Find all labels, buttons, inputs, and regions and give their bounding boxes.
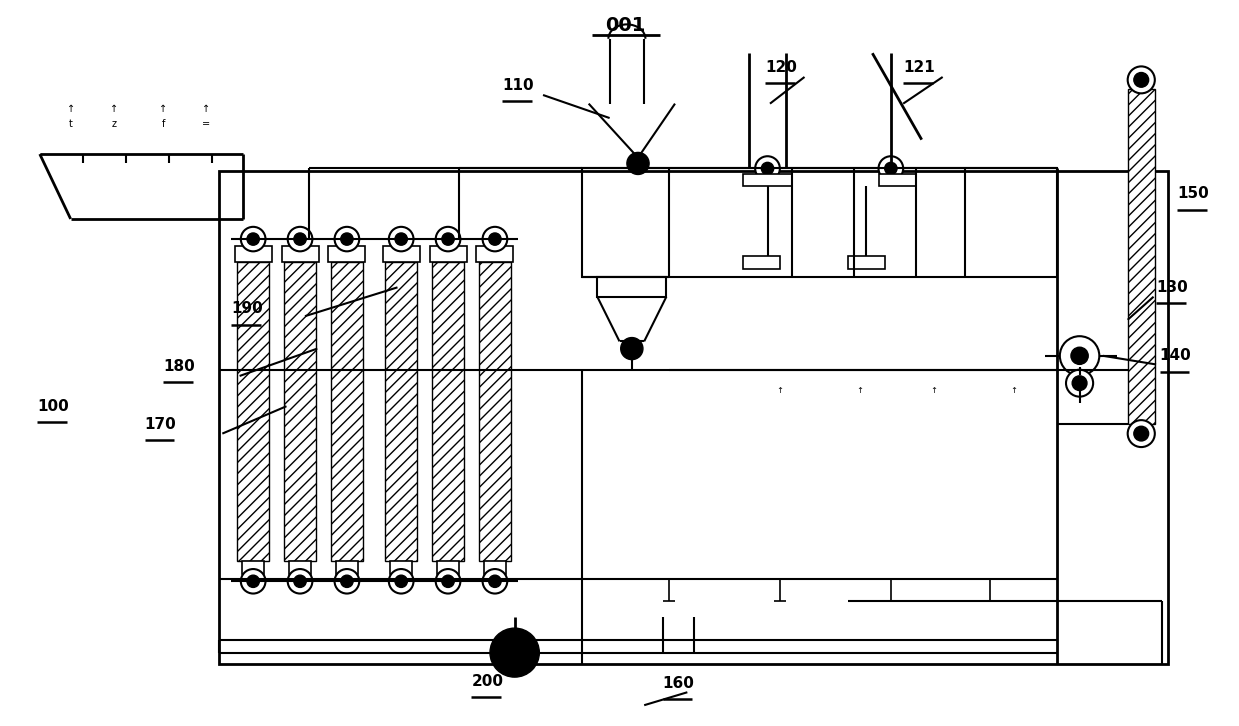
Bar — [242, 561, 264, 574]
Ellipse shape — [1127, 420, 1155, 447]
Ellipse shape — [1066, 370, 1093, 396]
Text: 100: 100 — [37, 399, 69, 414]
Ellipse shape — [247, 233, 259, 245]
Ellipse shape — [1070, 347, 1088, 364]
Bar — [281, 246, 318, 262]
Ellipse shape — [294, 575, 306, 587]
Bar — [289, 561, 311, 574]
Text: 110: 110 — [502, 78, 534, 93]
Bar — [237, 262, 269, 561]
Ellipse shape — [489, 628, 539, 677]
Ellipse shape — [1127, 66, 1155, 94]
Ellipse shape — [240, 569, 265, 594]
Bar — [847, 256, 885, 269]
Ellipse shape — [341, 575, 353, 587]
Ellipse shape — [341, 233, 353, 245]
Ellipse shape — [240, 227, 265, 251]
Ellipse shape — [389, 569, 414, 594]
Ellipse shape — [395, 233, 408, 245]
Text: 150: 150 — [1177, 186, 1209, 201]
Text: ↑: ↑ — [777, 386, 783, 396]
Text: 190: 190 — [230, 301, 263, 317]
Text: 140: 140 — [1160, 348, 1192, 363]
Bar — [336, 561, 358, 574]
Bar — [284, 262, 316, 561]
Bar — [597, 277, 667, 297]
Ellipse shape — [287, 569, 312, 594]
Ellipse shape — [488, 575, 501, 587]
Text: 180: 180 — [164, 359, 195, 374]
Text: 120: 120 — [764, 60, 797, 75]
Bar — [331, 262, 363, 561]
Ellipse shape — [436, 569, 461, 594]
Ellipse shape — [1134, 73, 1149, 87]
Text: ↑: ↑ — [856, 386, 864, 396]
Bar — [432, 262, 465, 561]
Bar — [234, 246, 271, 262]
Bar — [385, 262, 418, 561]
Ellipse shape — [1059, 336, 1099, 375]
Ellipse shape — [287, 227, 312, 251]
Text: ↑: ↑ — [67, 105, 74, 115]
Ellipse shape — [756, 156, 779, 181]
Bar — [477, 246, 513, 262]
Ellipse shape — [436, 227, 461, 251]
Ellipse shape — [389, 227, 414, 251]
Text: ↑: ↑ — [110, 105, 118, 115]
Text: 200: 200 — [472, 674, 503, 689]
Bar — [878, 174, 916, 187]
Bar — [483, 561, 506, 574]
Text: f: f — [161, 120, 165, 129]
Ellipse shape — [1134, 426, 1149, 441]
Bar — [743, 256, 779, 269]
Bar — [1127, 89, 1155, 424]
Bar — [430, 246, 467, 262]
Bar — [437, 561, 460, 574]
Ellipse shape — [442, 233, 455, 245]
Bar — [743, 174, 792, 187]
Text: ↑: ↑ — [159, 105, 167, 115]
Ellipse shape — [761, 163, 773, 175]
Bar — [328, 246, 366, 262]
Text: 121: 121 — [903, 60, 935, 75]
Ellipse shape — [621, 338, 643, 359]
Text: ↑: ↑ — [930, 386, 938, 396]
Ellipse shape — [1072, 376, 1087, 391]
Ellipse shape — [878, 156, 903, 181]
Ellipse shape — [482, 569, 507, 594]
Text: 160: 160 — [663, 676, 695, 691]
Text: 170: 170 — [145, 417, 176, 432]
Text: t: t — [68, 120, 73, 129]
Ellipse shape — [627, 152, 649, 174]
Text: 130: 130 — [1156, 280, 1188, 295]
Ellipse shape — [294, 233, 306, 245]
Bar — [479, 262, 510, 561]
Ellipse shape — [885, 163, 897, 175]
Ellipse shape — [488, 233, 501, 245]
Ellipse shape — [442, 575, 455, 587]
Ellipse shape — [247, 575, 259, 587]
Bar — [218, 171, 1168, 664]
Bar — [390, 561, 413, 574]
Ellipse shape — [482, 227, 507, 251]
Text: ↑: ↑ — [202, 105, 211, 115]
Bar — [582, 168, 1057, 277]
Text: z: z — [112, 120, 116, 129]
Text: =: = — [202, 120, 211, 129]
Ellipse shape — [335, 227, 359, 251]
Ellipse shape — [335, 569, 359, 594]
Bar — [383, 246, 420, 262]
Ellipse shape — [395, 575, 408, 587]
Text: ↑: ↑ — [1011, 386, 1017, 396]
Text: 001: 001 — [606, 16, 646, 36]
